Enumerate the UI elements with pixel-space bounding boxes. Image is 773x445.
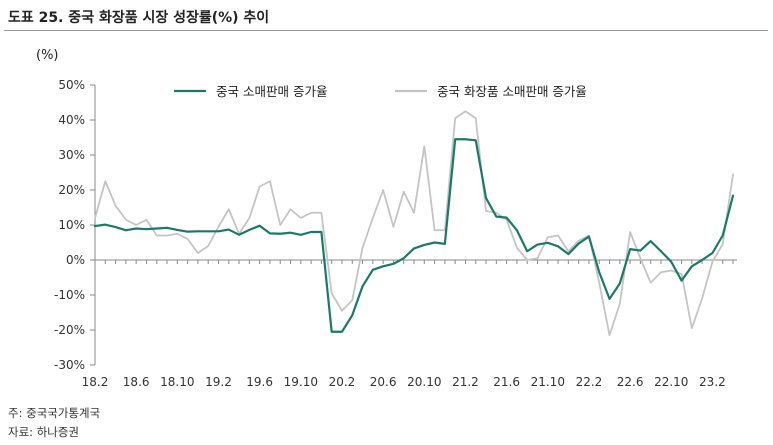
legend-label-2: 중국 화장품 소매판매 증가율	[437, 84, 587, 99]
x-tick-label: 19.10	[284, 375, 318, 389]
x-tick-label: 18.2	[82, 375, 109, 389]
source-note: 주: 중국국가통계국	[8, 406, 101, 420]
y-axis-unit: (%)	[36, 48, 59, 63]
y-tick-label: 40%	[58, 113, 85, 127]
x-tick-label: 21.10	[531, 375, 565, 389]
legend-label-1: 중국 소매판매 증가율	[216, 84, 327, 99]
x-tick-label: 19.2	[205, 375, 232, 389]
y-tick-label: 30%	[58, 148, 85, 162]
x-tick-label: 21.2	[452, 375, 479, 389]
axes: 50% 40% 30% 20% 10% 0% -10% -20% -30% 18.2 18.6 18.…	[54, 78, 737, 389]
x-tick-label: 22.6	[617, 375, 644, 389]
x-tick-label: 19.6	[246, 375, 273, 389]
chart-title: 도표 25. 중국 화장품 시장 성장률(%) 추이	[8, 10, 270, 26]
x-tick-label: 20.2	[329, 375, 356, 389]
title-divider	[4, 30, 768, 31]
series-line-2	[94, 110, 734, 337]
y-tick-label: 10%	[58, 218, 85, 232]
y-tick-label: 50%	[58, 78, 85, 92]
y-tick-label: -10%	[54, 288, 85, 302]
y-tick-label: 20%	[58, 183, 85, 197]
series-layer	[93, 110, 735, 337]
x-tick-label: 18.6	[123, 375, 150, 389]
y-tick-label: 0%	[66, 253, 85, 267]
x-tick-label: 21.6	[493, 375, 520, 389]
x-tick-label: 23.2	[699, 375, 726, 389]
x-tick-label: 22.10	[654, 375, 688, 389]
x-tick-label: 18.10	[160, 375, 194, 389]
legend: 중국 소매판매 증가율 중국 화장품 소매판매 증가율	[174, 84, 587, 99]
y-tick-label: -30%	[54, 358, 85, 372]
series-line-1	[93, 138, 735, 333]
x-tick-label: 20.10	[407, 375, 441, 389]
x-tick-label: 20.6	[370, 375, 397, 389]
y-tick-label: -20%	[54, 323, 85, 337]
source-credit: 자료: 하나증권	[8, 425, 80, 439]
x-tick-label: 22.2	[576, 375, 603, 389]
